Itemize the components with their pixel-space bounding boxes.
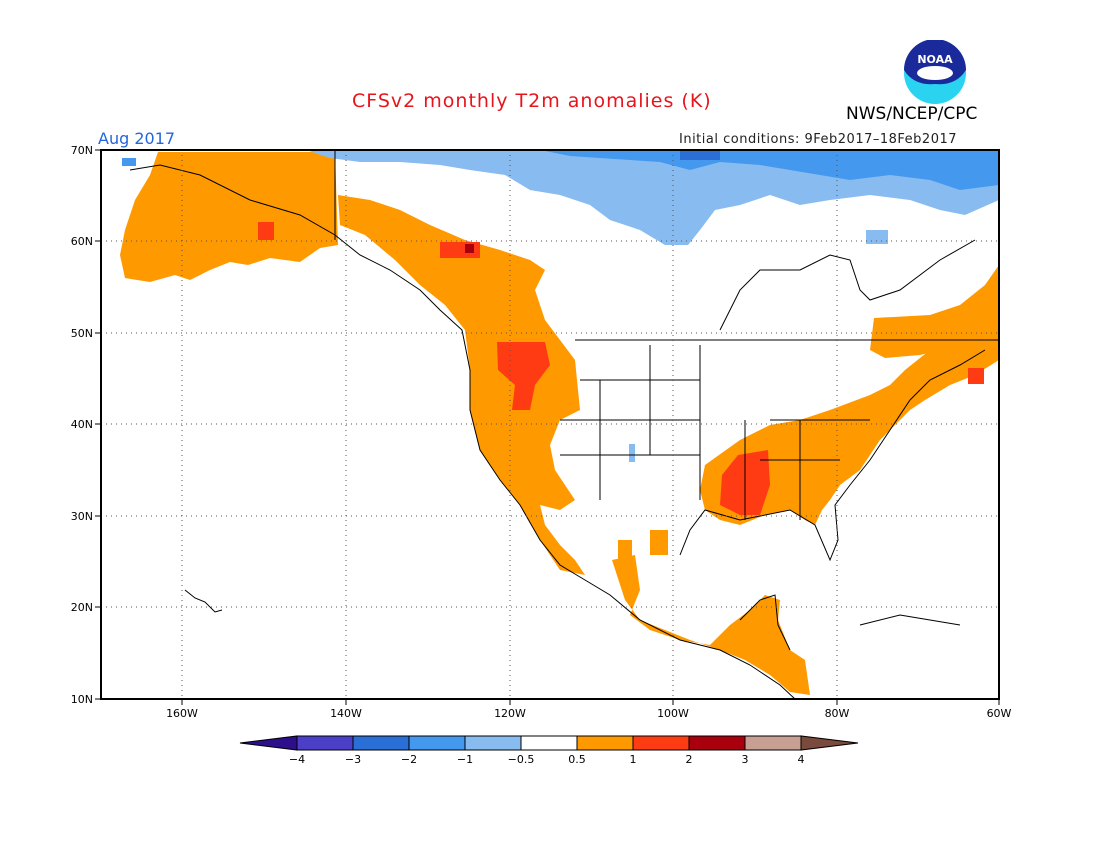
latitude-labels: 70N 60N 50N 40N 30N 20N 10N — [71, 144, 93, 706]
colorbar-label: 1 — [630, 753, 637, 766]
alaska-warm-region — [120, 152, 338, 282]
colorbar-label: 2 — [686, 753, 693, 766]
colorbar-swatch — [632, 735, 690, 751]
lat-label: 20N — [71, 601, 93, 614]
colorbar-label: 3 — [742, 753, 749, 766]
eastern-canada-warm-region — [870, 265, 999, 358]
lat-label: 60N — [71, 235, 93, 248]
lon-label: 100W — [657, 707, 689, 720]
chart-title: CFSv2 monthly T2m anomalies (K) — [352, 90, 712, 112]
pnw-strong-warm — [497, 342, 550, 410]
arctic-cold-strong — [680, 150, 720, 160]
lat-label: 30N — [71, 510, 93, 523]
colorbar-swatch — [576, 735, 634, 751]
forecast-month: Aug 2017 — [98, 129, 176, 148]
logo-text: NOAA — [917, 53, 953, 66]
colorbar-arrow-low — [239, 735, 298, 751]
colorbar-swatch — [352, 735, 410, 751]
lon-label: 140W — [330, 707, 362, 720]
lat-label: 50N — [71, 327, 93, 340]
coastlines — [129, 150, 999, 699]
lon-label: 120W — [494, 707, 526, 720]
lon-label: 60W — [987, 707, 1012, 720]
gulf-coast-warm-patch — [650, 530, 668, 555]
colorbar-arrow-high — [800, 735, 859, 751]
lat-label: 10N — [71, 693, 93, 706]
rockies-cold-patch — [629, 444, 635, 462]
colorbar-swatch — [744, 735, 802, 751]
colorbar-label: −4 — [289, 753, 305, 766]
colorbar-label: −1 — [457, 753, 473, 766]
alaska-strong-warm-1 — [258, 222, 274, 240]
colorbar-label: −0.5 — [508, 753, 535, 766]
agency-label: NWS/NCEP/CPC — [846, 104, 978, 124]
canada-extreme-warm — [465, 244, 474, 253]
colorbar-label: −2 — [401, 753, 417, 766]
anomaly-fields — [120, 150, 999, 695]
colorbar-label: −3 — [345, 753, 361, 766]
lat-label: 40N — [71, 418, 93, 431]
lon-label: 80W — [825, 707, 850, 720]
southeast-us-warm-region — [700, 320, 999, 525]
lat-label: 70N — [71, 144, 93, 157]
colorbar-swatch — [408, 735, 466, 751]
western-canada-warm-region — [338, 195, 585, 575]
colorbar-swatch — [688, 735, 746, 751]
baja-warm-patch — [618, 540, 632, 565]
central-america-warm-region — [612, 555, 810, 695]
alaska-cold-patch — [122, 158, 136, 166]
noaa-logo-icon: NOAA — [904, 40, 966, 104]
longitude-labels: 160W 140W 120W 100W 80W 60W — [166, 707, 1011, 720]
lon-label: 160W — [166, 707, 198, 720]
colorbar-swatch — [520, 735, 578, 751]
maine-strong-warm — [968, 368, 984, 384]
axis-ticks — [95, 149, 1000, 705]
initial-conditions: Initial conditions: 9Feb2017–18Feb2017 — [679, 132, 958, 147]
colorbar-swatch — [464, 735, 522, 751]
arctic-cold-mid — [540, 150, 999, 190]
colorbar-label: 0.5 — [568, 753, 586, 766]
colorbar-swatch — [296, 735, 354, 751]
colorbar-label: 4 — [798, 753, 805, 766]
